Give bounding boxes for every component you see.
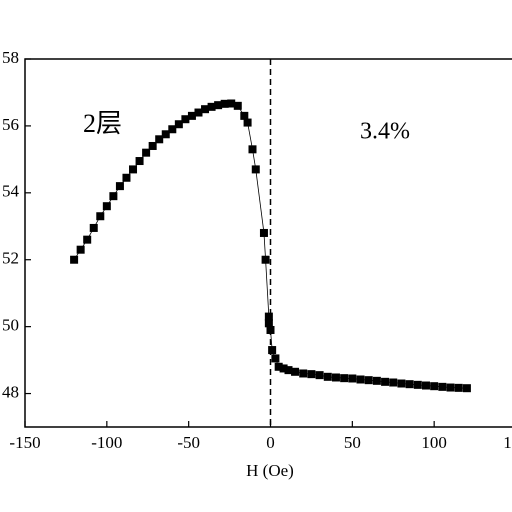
data-point [251,165,260,174]
data-point [102,202,111,211]
y-tick-label: 54 [2,182,20,201]
x-tick-label: 0 [266,433,275,452]
data-point [83,235,92,244]
data-point [187,111,196,120]
data-point [227,99,236,108]
data-point [364,376,373,385]
data-point [248,145,257,154]
y-tick-label: 52 [2,249,19,268]
data-point [201,105,210,114]
data-point [233,101,242,110]
data-point [243,118,252,127]
data-point [446,383,455,392]
x-tick-label: 100 [421,433,447,452]
data-point [299,369,308,378]
data-point [207,102,216,111]
data-point [348,374,357,383]
x-axis-label: H (Oe) [246,461,294,480]
data-point [356,375,365,384]
x-tick-label: -50 [177,433,200,452]
y-tick-label: 58 [2,48,19,67]
x-tick-label: -100 [91,433,122,452]
data-point [454,383,463,392]
data-point [291,367,300,376]
data-point [264,312,273,321]
y-tick-label: 48 [2,382,19,401]
annotation: 2层 [83,109,122,138]
data-point [194,108,203,117]
data-point [214,101,223,110]
data-point [438,382,447,391]
data-point [315,371,324,380]
x-tick-label: 50 [344,433,361,452]
data-point [115,182,124,191]
y-tick-label: 50 [2,316,19,335]
annotation: 3.4% [360,119,410,145]
data-point [142,148,151,157]
data-point [268,346,277,355]
data-point [70,255,79,264]
data-point [109,192,118,201]
data-point [89,223,98,232]
data-point [405,380,414,389]
data-point [261,255,270,264]
data-point [181,115,190,124]
data-point [122,173,131,182]
data-point [271,354,280,363]
data-point [259,228,268,237]
data-point [279,364,288,373]
data-point [331,373,340,382]
data-point [372,376,381,385]
data-point [264,319,273,328]
data-point [168,125,177,134]
data-point [129,165,138,174]
data-line [73,103,467,389]
data-point [421,381,430,390]
data-point [389,378,398,387]
data-point [413,380,422,389]
data-point [96,212,105,221]
data-point [462,384,471,393]
data-point [148,141,157,150]
data-point [397,379,406,388]
data-point [220,99,229,108]
data-point [430,382,439,391]
data-point [174,120,183,129]
data-point [155,135,164,144]
data-point [381,377,390,386]
data-point [135,157,144,166]
data-point [266,325,275,334]
x-tick-label: 150 [503,433,512,452]
data-point [323,372,332,381]
data-point [240,111,249,120]
y-tick-label: 56 [2,115,19,134]
x-tick-label: -150 [9,433,40,452]
data-point [284,366,293,375]
data-point [161,130,170,139]
data-point [340,374,349,383]
data-point [274,362,283,371]
data-point [307,370,316,379]
data-point [76,245,85,254]
